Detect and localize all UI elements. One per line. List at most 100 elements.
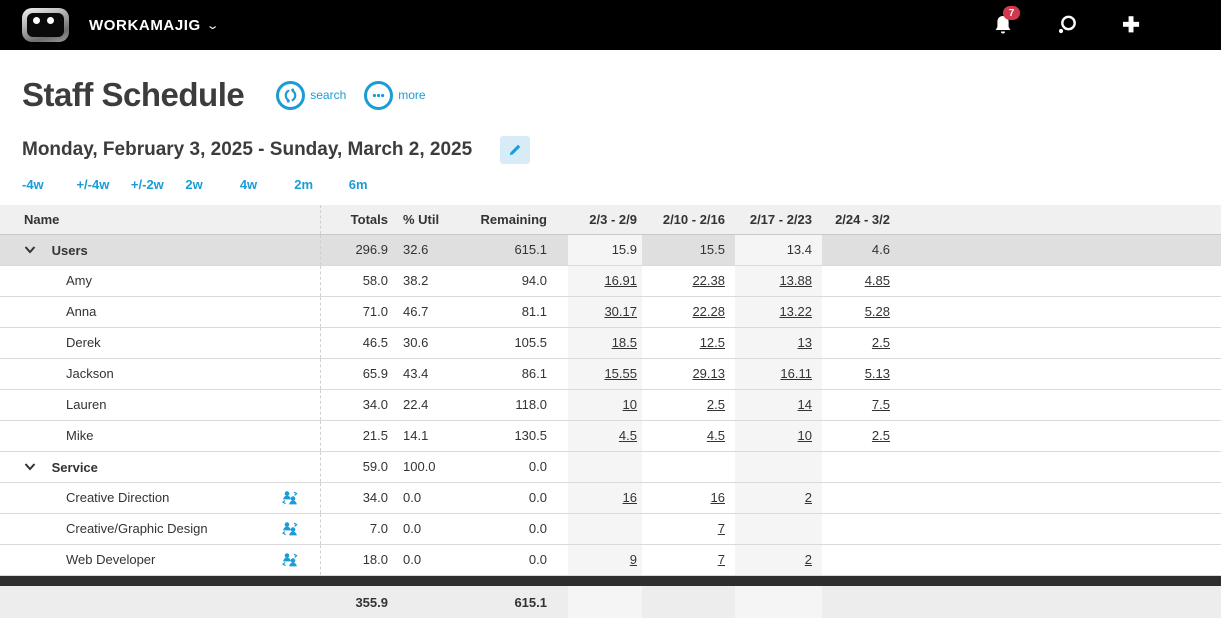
quick-link-plusminus-2w[interactable]: +/-2w: [130, 177, 164, 192]
topbar: WORKAMAJIG ⌄ 7 ✚: [0, 0, 1221, 50]
staff-name: Amy: [0, 265, 321, 297]
col-header-week2: 2/10 - 2/16: [642, 205, 735, 235]
week-hours-link[interactable]: 16: [710, 490, 725, 505]
week-hours-link[interactable]: 16: [622, 490, 637, 505]
cell-week4: 4.6: [822, 234, 910, 266]
more-circle-button[interactable]: [364, 80, 394, 110]
cell-remaining: 0.0: [454, 544, 568, 576]
staff-name: Anna: [0, 296, 321, 328]
assign-people-icon[interactable]: [281, 552, 298, 571]
week-hours-link[interactable]: 22.38: [692, 273, 725, 288]
chevron-down-icon[interactable]: ⌄: [205, 19, 220, 32]
col-header-totals: Totals: [320, 205, 394, 235]
week-hours-link[interactable]: 2.5: [871, 428, 890, 443]
cell-remaining: 130.5: [454, 420, 568, 452]
plus-icon: ✚: [1122, 13, 1140, 37]
quick-link-4w[interactable]: 4w: [239, 177, 258, 192]
cell-util: 30.6: [394, 327, 454, 359]
pencil-icon: [509, 144, 521, 156]
week-hours-link[interactable]: 29.13: [692, 366, 725, 381]
quick-link-6m[interactable]: 6m: [348, 177, 368, 192]
week-hours-link[interactable]: 4.85: [864, 273, 890, 288]
cell-week2: 15.5: [642, 234, 735, 266]
week-hours-link[interactable]: 18.5: [611, 335, 637, 350]
workamajig-robot-logo[interactable]: [22, 8, 69, 42]
week-hours-link[interactable]: 22.28: [692, 304, 725, 319]
week-hours-link[interactable]: 2: [804, 552, 812, 567]
week-hours-link[interactable]: 5.28: [864, 304, 890, 319]
week-hours-link[interactable]: 10: [622, 397, 637, 412]
week-hours-link[interactable]: 14: [797, 397, 812, 412]
quick-link-plusminus-4w[interactable]: +/-4w: [76, 177, 110, 192]
week-hours-link[interactable]: 7: [717, 521, 725, 536]
date-quick-links: -4w +/-4w +/-2w 2w 4w 2m 6m: [0, 164, 1221, 194]
search-action: search: [276, 80, 347, 110]
week-hours-link[interactable]: 9: [629, 552, 637, 567]
horizontal-scrollbar[interactable]: [0, 575, 1221, 586]
add-button[interactable]: ✚: [1119, 13, 1143, 37]
brand-name[interactable]: WORKAMAJIG: [89, 16, 201, 34]
table-row-web-developer: Web Developer 18.0 0.0 0.0 9 7 2: [0, 544, 1221, 576]
staff-name: Jackson: [0, 358, 321, 390]
robot-face: [27, 13, 64, 37]
cell-week3: 13.4: [735, 234, 822, 266]
quick-link-2w[interactable]: 2w: [185, 177, 203, 192]
chevron-down-icon[interactable]: [24, 242, 36, 257]
week-hours-link[interactable]: 4.5: [706, 428, 725, 443]
search-label[interactable]: search: [310, 88, 347, 102]
cell-util: 32.6: [394, 234, 454, 266]
search-icon: [1058, 15, 1076, 34]
quick-link-back-4w[interactable]: -4w: [22, 177, 44, 192]
search-circle-icon: [284, 87, 297, 103]
notifications-button[interactable]: 7: [991, 6, 1020, 37]
cell-util: 14.1: [394, 420, 454, 452]
week-hours-link[interactable]: 13.22: [779, 304, 812, 319]
table-header-row: Name Totals % Util Remaining 2/3 - 2/9 2…: [0, 205, 1221, 235]
edit-date-button[interactable]: [500, 136, 531, 164]
week-hours-link[interactable]: 12.5: [699, 335, 725, 350]
cell-remaining: 86.1: [454, 358, 568, 390]
search-circle-button[interactable]: [276, 80, 306, 110]
cell-totals: 46.5: [320, 327, 394, 359]
cell-util: 22.4: [394, 389, 454, 421]
week-hours-link[interactable]: 7.5: [871, 397, 890, 412]
cell-remaining: 81.1: [454, 296, 568, 328]
week-hours-link[interactable]: 2.5: [871, 335, 890, 350]
table-row-group-service: Service 59.0 100.0 0.0: [0, 451, 1221, 483]
group-name: Service: [51, 459, 98, 475]
more-label[interactable]: more: [398, 88, 426, 102]
table-row-creative-graphic-design: Creative/Graphic Design 7.0 0.0 0.0 7: [0, 513, 1221, 545]
topbar-search-button[interactable]: [1055, 13, 1079, 37]
week-hours-link[interactable]: 16.91: [604, 273, 637, 288]
week-hours-link[interactable]: 4.5: [618, 428, 637, 443]
cell-remaining: 0.0: [454, 513, 568, 545]
cell-totals: 71.0: [320, 296, 394, 328]
week-hours-link[interactable]: 2.5: [706, 397, 725, 412]
week-hours-link[interactable]: 13: [797, 335, 812, 350]
service-name: Web Developer: [66, 552, 156, 567]
week-hours-link[interactable]: 30.17: [604, 304, 637, 319]
cell-totals: 34.0: [320, 482, 394, 514]
footer-remaining: 615.1: [454, 586, 568, 618]
staff-name: Lauren: [0, 389, 321, 421]
week-hours-link[interactable]: 13.88: [779, 273, 812, 288]
week-hours-link[interactable]: 7: [717, 552, 725, 567]
date-bar: Monday, February 3, 2025 - Sunday, March…: [0, 114, 1221, 164]
week-hours-link[interactable]: 16.11: [780, 366, 812, 381]
week-hours-link[interactable]: 5.13: [864, 366, 890, 381]
cell-totals: 18.0: [320, 544, 394, 576]
staff-schedule-table: Name Totals % Util Remaining 2/3 - 2/9 2…: [0, 205, 1221, 618]
assign-people-icon[interactable]: [281, 521, 298, 540]
quick-link-2m[interactable]: 2m: [294, 177, 314, 192]
page-header: Staff Schedule search more: [0, 50, 1221, 114]
col-header-util: % Util: [394, 205, 454, 235]
cell-util: 100.0: [394, 451, 454, 483]
assign-people-icon[interactable]: [281, 490, 298, 509]
week-hours-link[interactable]: 2: [804, 490, 812, 505]
week-hours-link[interactable]: 15.55: [604, 366, 637, 381]
week-hours-link[interactable]: 10: [797, 428, 812, 443]
chevron-down-icon[interactable]: [24, 459, 36, 474]
cell-totals: 34.0: [320, 389, 394, 421]
group-name: Users: [51, 242, 88, 258]
cell-week1: 15.9: [568, 234, 642, 266]
